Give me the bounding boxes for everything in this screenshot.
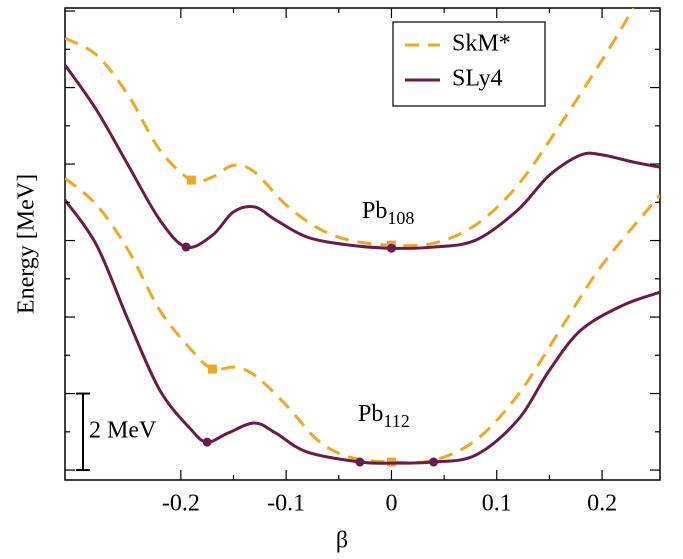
minimum-marker xyxy=(386,243,396,253)
curve xyxy=(65,8,635,248)
legend-label: SkM* xyxy=(452,31,511,57)
element: Pb xyxy=(362,198,387,224)
minimum-marker xyxy=(429,457,439,467)
x-tick-label: 0.1 xyxy=(482,491,512,517)
x-tick-label: 0.2 xyxy=(587,491,617,517)
y-axis-label: Energy [MeV] xyxy=(14,174,40,314)
plot-area xyxy=(65,8,660,467)
mass-number: 108 xyxy=(387,208,414,228)
legend-box xyxy=(392,21,546,107)
minimum-marker xyxy=(181,242,191,252)
x-tick-label: -0.2 xyxy=(162,491,200,517)
x-tick-label: -0.1 xyxy=(267,491,305,517)
mass-number: 112 xyxy=(383,411,409,431)
curve xyxy=(65,199,660,465)
x-tick-label: 0 xyxy=(385,491,397,517)
curve xyxy=(65,64,660,250)
minimum-marker xyxy=(202,437,212,447)
element: Pb xyxy=(358,401,383,427)
minimum-marker xyxy=(186,175,196,185)
minimum-marker xyxy=(207,364,217,374)
plot-frame xyxy=(64,7,661,481)
scale-bar-label: 2 MeV xyxy=(89,417,157,443)
nucleus-label: Pb108 xyxy=(362,198,414,229)
minimum-marker xyxy=(355,457,365,467)
legend-label: SLy4 xyxy=(452,66,503,92)
x-axis-label: β xyxy=(336,528,348,554)
nucleus-label: Pb112 xyxy=(358,401,410,432)
